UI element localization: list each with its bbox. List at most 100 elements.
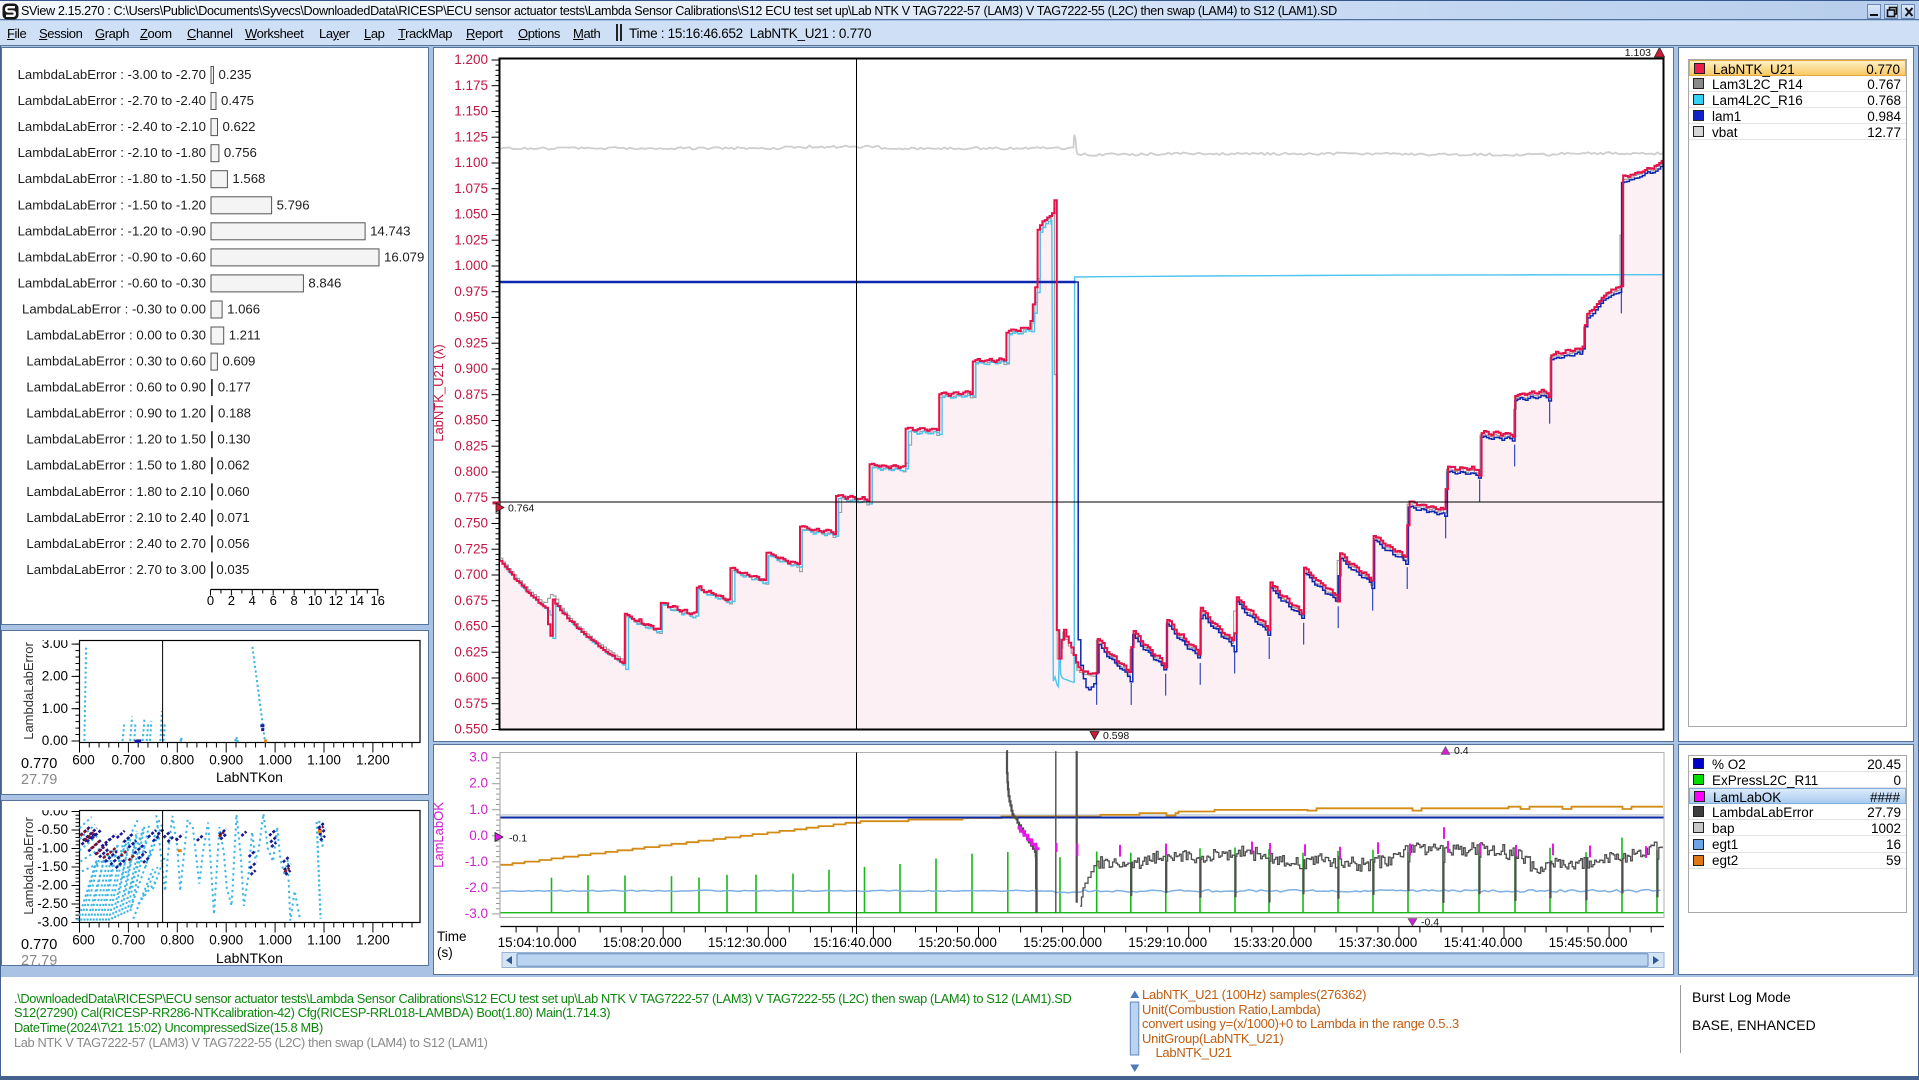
svg-text:LambdaLabError : -0.60 to -0.3: LambdaLabError : -0.60 to -0.30 [18,275,206,290]
svg-text:0.825: 0.825 [454,438,488,453]
svg-text:0.056: 0.056 [217,536,250,551]
svg-text:LamLabOK: LamLabOK [434,802,446,868]
svg-text:0.975: 0.975 [454,284,488,299]
svg-text:0.062: 0.062 [217,458,250,473]
svg-text:0.177: 0.177 [218,380,251,395]
svg-text:-0.50: -0.50 [37,822,68,837]
svg-text:15:25:00.000: 15:25:00.000 [1023,935,1102,950]
svg-text:0.725: 0.725 [454,541,488,556]
svg-text:LambdaLabError : -2.70 to -2.4: LambdaLabError : -2.70 to -2.40 [18,93,206,108]
svg-text:14: 14 [350,593,364,608]
svg-text:0.900: 0.900 [454,361,488,376]
svg-text:2.0: 2.0 [469,776,488,791]
svg-text:0.00: 0.00 [42,733,68,748]
svg-text:-2.50: -2.50 [37,896,68,911]
svg-text:2: 2 [228,593,235,608]
svg-text:LambdaLabError : -2.40 to -2.1: LambdaLabError : -2.40 to -2.10 [18,119,206,134]
svg-text:1.200: 1.200 [356,933,390,948]
svg-text:0.4: 0.4 [1454,745,1469,757]
svg-text:1.100: 1.100 [454,155,488,170]
svg-text:LabNTKon: LabNTKon [216,950,283,966]
svg-text:10: 10 [308,593,322,608]
svg-text:LambdaLabError : 1.50 to 1.80: LambdaLabError : 1.50 to 1.80 [26,458,206,473]
svg-text:LambdaLabError : 2.70 to 3.00: LambdaLabError : 2.70 to 3.00 [26,562,206,577]
svg-text:0.800: 0.800 [160,753,194,768]
svg-text:0.950: 0.950 [454,310,488,325]
svg-text:8: 8 [290,593,297,608]
svg-text:LambdaLabError : 0.30 to 0.60: LambdaLabError : 0.30 to 0.60 [26,354,206,369]
svg-text:0.764: 0.764 [508,503,534,515]
svg-text:-0.1: -0.1 [509,833,527,845]
svg-text:-1.0: -1.0 [465,854,488,869]
svg-text:-2.00: -2.00 [37,878,68,893]
svg-text:5.796: 5.796 [277,197,310,212]
svg-text:15:08:20.000: 15:08:20.000 [603,935,682,950]
svg-text:1.075: 1.075 [454,181,488,196]
svg-text:-1.00: -1.00 [37,841,68,856]
svg-text:0.750: 0.750 [454,516,488,531]
svg-text:2.00: 2.00 [42,668,68,683]
svg-text:0.060: 0.060 [217,484,250,499]
svg-text:0.609: 0.609 [222,354,255,369]
svg-text:LabNTK_U21 (λ): LabNTK_U21 (λ) [434,344,446,442]
svg-text:0.770: 0.770 [21,756,57,772]
svg-text:1.025: 1.025 [454,232,488,247]
svg-text:1.000: 1.000 [454,258,488,273]
svg-text:0.035: 0.035 [216,562,249,577]
svg-text:LambdaLabError : -3.00 to -2.7: LambdaLabError : -3.00 to -2.70 [18,67,206,82]
svg-text:0.925: 0.925 [454,335,488,350]
svg-text:0.071: 0.071 [217,510,250,525]
svg-text:LambdaLabError : -1.20 to -0.9: LambdaLabError : -1.20 to -0.90 [18,223,206,238]
svg-text:1.100: 1.100 [307,753,341,768]
svg-text:0.650: 0.650 [454,619,488,634]
svg-text:LambdaLabError : -0.90 to -0.6: LambdaLabError : -0.90 to -0.60 [18,249,206,264]
svg-text:0: 0 [207,593,214,608]
svg-text:LambdaLabError : 1.20 to 1.50: LambdaLabError : 1.20 to 1.50 [26,432,206,447]
svg-text:Time: Time [437,929,467,944]
svg-text:15:41:40.000: 15:41:40.000 [1444,935,1523,950]
svg-text:1.568: 1.568 [232,171,265,186]
svg-text:14.743: 14.743 [370,223,410,238]
svg-text:1.00: 1.00 [42,701,68,716]
svg-text:15:04:10.000: 15:04:10.000 [498,935,577,950]
svg-text:1.103: 1.103 [1625,48,1651,59]
svg-text:LambdaLabError : 2.40 to 2.70: LambdaLabError : 2.40 to 2.70 [26,536,206,551]
svg-text:1.175: 1.175 [454,78,488,93]
svg-text:1.200: 1.200 [356,753,390,768]
svg-text:0.900: 0.900 [209,753,243,768]
svg-text:LambdaLabError: LambdaLabError [21,642,36,740]
svg-text:LabNTKon: LabNTKon [216,769,283,785]
svg-text:1.150: 1.150 [454,104,488,119]
svg-text:15:20:50.000: 15:20:50.000 [918,935,997,950]
svg-text:0.875: 0.875 [454,387,488,402]
svg-text:LambdaLabError: LambdaLabError [21,817,36,915]
svg-text:0.598: 0.598 [1103,730,1129,742]
svg-text:0.775: 0.775 [454,490,488,505]
svg-text:-3.00: -3.00 [37,915,68,930]
svg-text:15:12:30.000: 15:12:30.000 [708,935,787,950]
svg-text:-2.0: -2.0 [465,880,488,895]
svg-text:15:37:30.000: 15:37:30.000 [1338,935,1417,950]
svg-text:0.0: 0.0 [469,828,488,843]
svg-text:3.0: 3.0 [469,750,488,765]
svg-text:8.846: 8.846 [308,275,341,290]
svg-text:LambdaLabError : 0.00 to 0.30: LambdaLabError : 0.00 to 0.30 [26,327,206,342]
svg-text:0.800: 0.800 [160,933,194,948]
svg-text:16.079: 16.079 [384,249,424,264]
svg-text:0.850: 0.850 [454,413,488,428]
svg-text:LambdaLabError : 1.80 to 2.10: LambdaLabError : 1.80 to 2.10 [26,484,206,499]
svg-text:600: 600 [72,753,95,768]
svg-text:0.235: 0.235 [219,67,252,82]
svg-text:LambdaLabError : 2.10 to 2.40: LambdaLabError : 2.10 to 2.40 [26,510,206,525]
svg-text:1.000: 1.000 [258,753,292,768]
svg-text:12: 12 [329,593,343,608]
svg-text:27.79: 27.79 [21,953,57,967]
svg-text:0.550: 0.550 [454,722,488,737]
svg-text:4: 4 [249,593,256,608]
svg-text:15:29:10.000: 15:29:10.000 [1128,935,1207,950]
svg-text:1.066: 1.066 [227,301,260,316]
svg-text:LambdaLabError : -1.50 to -1.2: LambdaLabError : -1.50 to -1.20 [18,197,206,212]
svg-text:1.050: 1.050 [454,207,488,222]
svg-text:0.700: 0.700 [112,753,146,768]
svg-text:-3.0: -3.0 [465,906,488,921]
